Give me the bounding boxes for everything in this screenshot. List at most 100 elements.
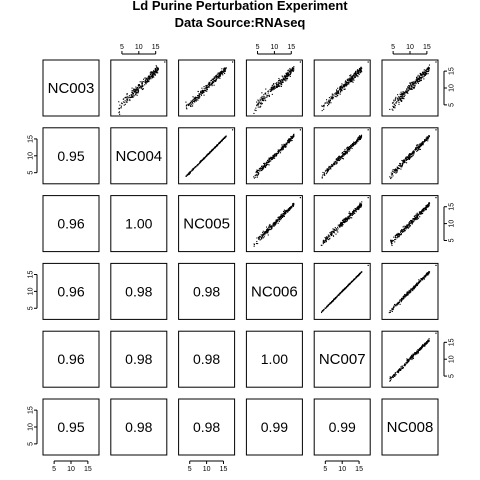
data-point	[418, 281, 420, 283]
data-point	[337, 92, 339, 94]
data-point	[391, 176, 393, 178]
data-point	[283, 211, 286, 213]
data-point	[418, 80, 420, 83]
data-point	[416, 217, 418, 219]
data-point	[268, 227, 270, 229]
data-point	[345, 83, 348, 85]
data-point	[416, 218, 419, 220]
data-point	[130, 96, 132, 99]
data-point	[257, 173, 259, 175]
data-point	[290, 72, 292, 74]
data-point	[328, 303, 331, 305]
data-point	[324, 102, 326, 104]
data-point	[289, 67, 291, 70]
data-point	[418, 349, 420, 351]
data-point	[330, 232, 332, 234]
data-point	[425, 70, 427, 72]
data-point	[404, 296, 406, 298]
data-point	[255, 176, 257, 178]
data-point	[402, 161, 404, 163]
data-point	[209, 84, 211, 86]
data-point	[357, 205, 359, 207]
data-point	[148, 79, 150, 81]
data-point	[323, 241, 325, 243]
data-point	[389, 311, 391, 313]
data-point	[278, 217, 280, 219]
data-point	[195, 96, 197, 98]
data-point	[427, 137, 430, 139]
data-point	[409, 153, 411, 156]
data-point	[155, 65, 157, 67]
data-point	[399, 368, 401, 371]
data-point	[286, 74, 288, 76]
data-point	[193, 167, 195, 169]
data-point	[358, 137, 360, 139]
data-point	[275, 154, 277, 156]
data-point	[343, 150, 345, 153]
data-point	[262, 233, 265, 235]
data-point	[288, 69, 290, 71]
data-point	[118, 111, 120, 113]
data-point	[425, 342, 427, 344]
data-point	[342, 154, 344, 156]
data-point	[291, 139, 293, 142]
data-point	[259, 103, 261, 105]
data-point	[198, 96, 200, 98]
data-point	[417, 79, 419, 81]
data-point	[409, 225, 411, 227]
data-point	[396, 233, 398, 235]
data-point	[406, 293, 409, 295]
data-point	[410, 156, 412, 158]
data-point	[406, 358, 408, 360]
data-point	[344, 88, 346, 90]
data-point	[353, 78, 355, 80]
data-point	[418, 78, 420, 80]
correlation-value: 0.96	[57, 216, 84, 232]
data-point	[323, 239, 325, 241]
data-point	[288, 207, 290, 209]
data-point	[279, 82, 281, 84]
correlation-value: 0.95	[57, 148, 84, 164]
data-point	[277, 83, 279, 85]
data-point	[389, 108, 391, 110]
data-point	[336, 162, 338, 164]
data-point	[191, 101, 193, 103]
data-point	[359, 272, 362, 274]
data-point	[423, 210, 425, 212]
data-point	[426, 341, 428, 343]
data-point	[120, 102, 123, 104]
data-point	[123, 104, 125, 106]
data-point	[283, 215, 285, 217]
data-point	[275, 223, 277, 225]
tick-label: 10	[203, 466, 211, 473]
data-point	[284, 145, 286, 147]
data-point	[271, 158, 274, 160]
data-point	[408, 224, 410, 226]
data-point	[409, 82, 411, 84]
data-point	[344, 81, 346, 83]
data-point	[346, 81, 349, 84]
data-point	[268, 161, 270, 163]
data-point	[268, 159, 270, 161]
data-point	[411, 287, 414, 289]
data-point	[337, 158, 339, 160]
tick-label: 10	[338, 466, 346, 473]
data-point	[134, 91, 136, 93]
data-point	[277, 222, 279, 224]
data-point	[154, 72, 156, 74]
data-point	[262, 233, 264, 236]
data-point	[411, 153, 413, 155]
data-point	[270, 228, 272, 231]
data-point	[260, 105, 262, 107]
data-point	[413, 219, 415, 221]
data-point	[352, 279, 354, 281]
data-point	[412, 354, 414, 356]
data-point	[332, 300, 334, 302]
data-point	[415, 81, 417, 83]
data-point	[223, 137, 225, 139]
data-point	[409, 222, 411, 224]
data-point	[270, 88, 272, 90]
data-point	[407, 361, 410, 363]
data-point	[135, 91, 138, 94]
